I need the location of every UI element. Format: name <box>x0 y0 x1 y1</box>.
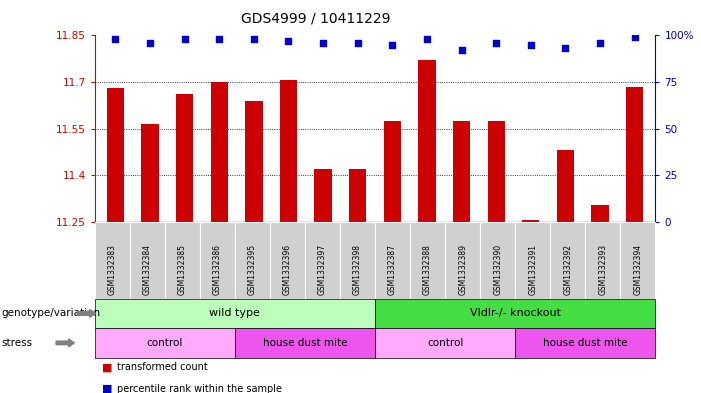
Text: stress: stress <box>1 338 32 348</box>
Point <box>144 40 156 46</box>
Point <box>456 47 467 53</box>
Text: GSM1332398: GSM1332398 <box>353 244 362 295</box>
Bar <box>383 121 401 222</box>
Bar <box>487 121 505 222</box>
Text: ■: ■ <box>102 362 112 373</box>
Bar <box>418 60 435 222</box>
Text: GSM1332397: GSM1332397 <box>318 244 327 295</box>
Text: GSM1332386: GSM1332386 <box>213 244 222 295</box>
Bar <box>453 121 470 222</box>
Point <box>352 40 363 46</box>
Text: wild type: wild type <box>210 309 260 318</box>
Text: transformed count: transformed count <box>117 362 207 373</box>
Point <box>525 42 536 48</box>
Text: GSM1332394: GSM1332394 <box>634 244 642 295</box>
Point <box>629 34 640 40</box>
Point <box>248 36 259 42</box>
Text: GSM1332395: GSM1332395 <box>248 244 257 295</box>
Text: control: control <box>427 338 463 348</box>
Point <box>491 40 502 46</box>
Bar <box>245 101 263 222</box>
Text: genotype/variation: genotype/variation <box>1 309 100 318</box>
Text: GSM1332388: GSM1332388 <box>423 244 432 295</box>
Point <box>387 42 398 48</box>
Text: house dust mite: house dust mite <box>263 338 347 348</box>
Bar <box>142 124 158 222</box>
Bar <box>176 94 193 222</box>
Bar <box>626 87 644 222</box>
Text: control: control <box>147 338 183 348</box>
Point <box>560 45 571 51</box>
Text: GSM1332383: GSM1332383 <box>108 244 116 295</box>
Point <box>110 36 121 42</box>
Point <box>283 38 294 44</box>
Text: GSM1332384: GSM1332384 <box>143 244 151 295</box>
Bar <box>107 88 124 222</box>
Bar <box>592 205 608 222</box>
Text: GSM1332390: GSM1332390 <box>494 244 502 295</box>
Text: house dust mite: house dust mite <box>543 338 627 348</box>
Text: GDS4999 / 10411229: GDS4999 / 10411229 <box>240 12 390 26</box>
Bar <box>522 220 540 222</box>
Text: percentile rank within the sample: percentile rank within the sample <box>117 384 282 393</box>
Text: GSM1332389: GSM1332389 <box>458 244 467 295</box>
Bar <box>210 82 228 222</box>
Point <box>318 40 329 46</box>
Point <box>594 40 606 46</box>
Text: GSM1332391: GSM1332391 <box>529 244 537 295</box>
Text: Vldlr-/- knockout: Vldlr-/- knockout <box>470 309 561 318</box>
Text: ■: ■ <box>102 384 112 393</box>
Point <box>421 36 433 42</box>
Text: GSM1332385: GSM1332385 <box>178 244 186 295</box>
Point <box>179 36 190 42</box>
Text: GSM1332396: GSM1332396 <box>283 244 292 295</box>
Bar <box>557 151 574 222</box>
Bar <box>349 169 367 222</box>
Bar <box>315 169 332 222</box>
Text: GSM1332393: GSM1332393 <box>599 244 607 295</box>
Text: GSM1332387: GSM1332387 <box>388 244 397 295</box>
Text: GSM1332392: GSM1332392 <box>564 244 572 295</box>
Point <box>214 36 225 42</box>
Bar <box>280 81 297 222</box>
